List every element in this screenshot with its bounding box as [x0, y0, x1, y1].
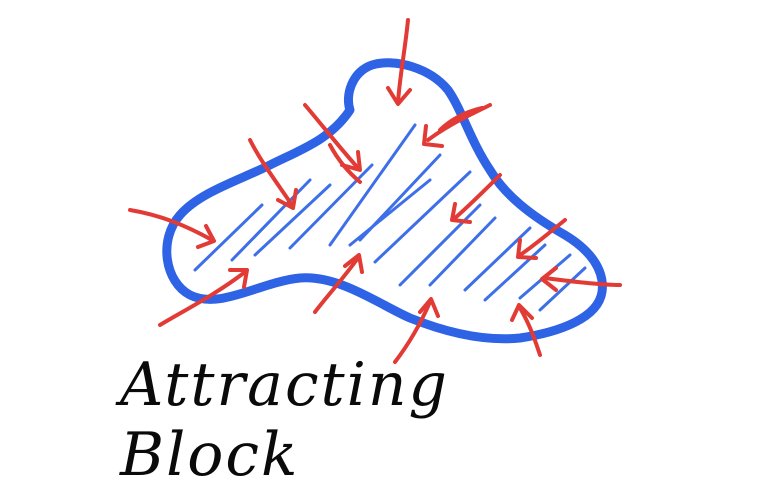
arrow [248, 138, 298, 210]
hatch-line [230, 178, 312, 262]
arrow [313, 253, 364, 314]
arrow [540, 266, 622, 292]
block-hatching [193, 123, 587, 312]
block-outline [162, 58, 607, 344]
diagram-caption: Attracting Block [120, 350, 449, 490]
arrow [328, 143, 362, 184]
hatch-line [358, 153, 442, 242]
hatch-line [428, 216, 497, 287]
arrow [422, 103, 492, 148]
arrow [303, 103, 362, 172]
hatch-line [483, 243, 547, 302]
hatch-line [373, 170, 472, 264]
arrow [516, 218, 567, 260]
hatch-line [193, 203, 264, 272]
arrow [393, 297, 440, 364]
arrow [438, 106, 484, 132]
hatch-line [328, 123, 417, 247]
arrow [386, 18, 412, 106]
hatch-line [348, 178, 432, 247]
attraction-arrows [128, 18, 622, 364]
arrow [510, 303, 542, 357]
hatch-line [253, 183, 332, 257]
arrow [450, 173, 502, 224]
arrow [128, 208, 216, 249]
arrow [158, 268, 249, 327]
hatch-line [538, 266, 587, 312]
hatch-line [398, 203, 482, 287]
